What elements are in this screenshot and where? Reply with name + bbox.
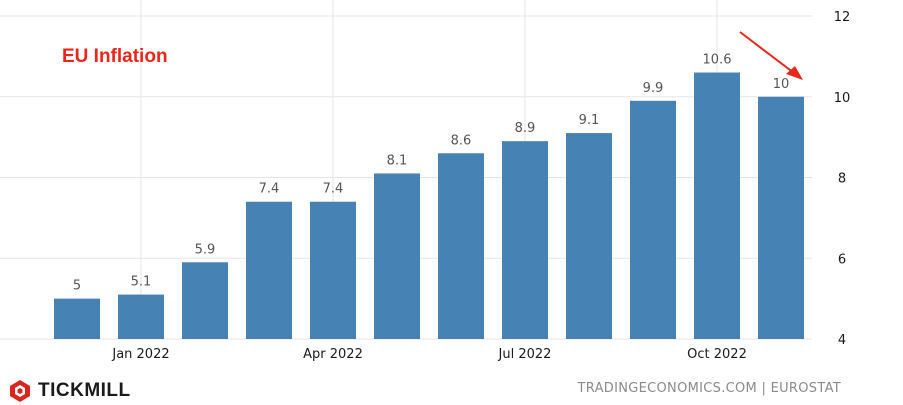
footer: TICKMILL TRADINGECONOMICS.COM | EUROSTAT: [0, 377, 903, 405]
bar: [118, 294, 164, 339]
x-tick-label: Oct 2022: [687, 347, 747, 362]
bar-chart: 5 5.1 5.9 7.4 7.4 8.1 8.6 8.9 9.1 9.9 10.6 10 4 6 8 10…: [0, 0, 851, 362]
y-tick-label: 4: [838, 333, 846, 348]
bar-value-label: 5: [73, 279, 81, 294]
bar-value-label: 10.6: [703, 53, 732, 68]
bar-value-label: 7.4: [323, 182, 344, 197]
x-tick-label: Jul 2022: [498, 347, 552, 362]
bar: [566, 133, 612, 339]
bar: [502, 141, 548, 339]
bar: [310, 201, 356, 339]
bar: [438, 153, 484, 339]
bar: [374, 173, 420, 339]
y-tick-label: 8: [838, 172, 846, 187]
bar-value-label: 8.1: [387, 153, 408, 168]
tickmill-logo-icon: [10, 380, 30, 402]
brand-name: TICKMILL: [38, 380, 131, 401]
y-tick-label: 12: [834, 10, 851, 25]
bar: [630, 100, 676, 339]
bar-value-label: 10: [773, 77, 790, 92]
bar-value-label: 5.1: [131, 275, 152, 290]
y-axis-ticks: 4 6 8 10 12: [834, 10, 851, 348]
bar: [54, 298, 100, 339]
bar: [182, 262, 228, 339]
bar-value-label: 8.9: [515, 121, 536, 136]
source-credit: TRADINGECONOMICS.COM | EUROSTAT: [577, 381, 841, 396]
bar-value-label: 9.1: [579, 113, 600, 128]
x-tick-label: Jan 2022: [111, 347, 169, 362]
bar-value-labels: 5 5.1 5.9 7.4 7.4 8.1 8.6 8.9 9.1 9.9 10.6 10: [73, 53, 789, 294]
bar: [694, 72, 740, 340]
x-axis-ticks: Jan 2022 Apr 2022 Jul 2022 Oct 2022: [111, 347, 746, 362]
bar-value-label: 8.6: [451, 133, 472, 148]
bar-value-label: 7.4: [259, 182, 280, 197]
bar: [246, 201, 292, 339]
bar-value-label: 9.9: [643, 81, 664, 96]
y-tick-label: 10: [834, 91, 851, 106]
chart-title: EU Inflation: [62, 46, 168, 67]
bar-value-label: 5.9: [195, 242, 216, 257]
y-tick-label: 6: [838, 252, 846, 267]
trend-arrow-icon: [739, 31, 803, 80]
brand: TICKMILL: [8, 379, 131, 403]
bars: [54, 72, 804, 340]
bar: [758, 96, 804, 339]
x-tick-label: Apr 2022: [303, 347, 363, 362]
